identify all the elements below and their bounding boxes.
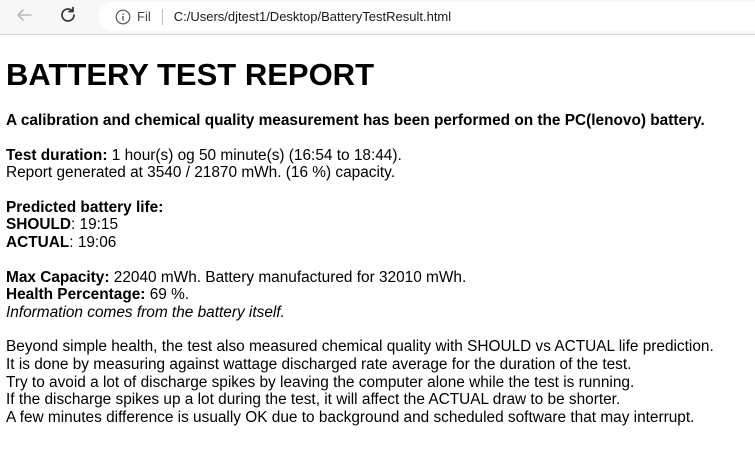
explanation-line: It is done by measuring against wattage …: [6, 355, 632, 373]
reload-icon: [58, 5, 78, 30]
max-capacity-value: 22040 mWh. Battery manufactured for 3201…: [109, 268, 467, 286]
explanation-block: Beyond simple health, the test also meas…: [6, 338, 755, 426]
explanation-line: If the discharge spikes up a lot during …: [6, 391, 621, 409]
explanation-line: Beyond simple health, the test also meas…: [6, 338, 714, 356]
should-value: : 19:15: [70, 216, 119, 234]
should-line: SHOULD: 19:15: [6, 216, 755, 234]
address-separator: [161, 8, 163, 25]
health-label: Health Percentage:: [6, 286, 146, 304]
info-icon[interactable]: [115, 9, 131, 25]
scheme-label: Fil: [137, 9, 151, 24]
max-capacity-line: Max Capacity: 22040 mWh. Battery manufac…: [6, 269, 755, 287]
duration-line: Test duration: 1 hour(s) og 50 minute(s)…: [6, 147, 755, 165]
health-line: Health Percentage: 69 %.: [6, 286, 755, 304]
browser-toolbar: Fil C:/Users/djtest1/Desktop/BatteryTest…: [0, 0, 755, 35]
should-label: SHOULD: [6, 216, 71, 234]
page-title: BATTERY TEST REPORT: [6, 57, 375, 92]
predicted-block: Predicted battery life: SHOULD: 19:15 AC…: [6, 199, 755, 252]
info-note-line: Information comes from the battery itsel…: [6, 304, 755, 322]
predicted-heading-text: Predicted battery life:: [6, 198, 164, 216]
report-subtitle: A calibration and chemical quality measu…: [6, 112, 705, 129]
address-bar[interactable]: Fil C:/Users/djtest1/Desktop/BatteryTest…: [98, 2, 755, 31]
actual-value: : 19:06: [69, 233, 117, 251]
report-content: BATTERY TEST REPORT A calibration and ch…: [0, 57, 755, 426]
actual-line: ACTUAL: 19:06: [6, 234, 755, 252]
generated-line: Report generated at 3540 / 21870 mWh. (1…: [6, 164, 395, 182]
back-button[interactable]: [12, 5, 36, 29]
explanation-line: Try to avoid a lot of discharge spikes b…: [6, 373, 635, 391]
url-text[interactable]: C:/Users/djtest1/Desktop/BatteryTestResu…: [173, 9, 452, 24]
health-value: 69 %.: [145, 286, 190, 304]
reload-button[interactable]: [56, 5, 80, 29]
duration-label: Test duration:: [6, 146, 108, 164]
max-capacity-label: Max Capacity:: [6, 268, 110, 286]
explanation-line: A few minutes difference is usually OK d…: [6, 408, 695, 426]
duration-value: 1 hour(s) og 50 minute(s) (16:54 to 18:4…: [107, 146, 402, 164]
actual-label: ACTUAL: [6, 233, 70, 251]
info-note: Information comes from the battery itsel…: [6, 303, 285, 321]
duration-block: Test duration: 1 hour(s) og 50 minute(s)…: [6, 147, 755, 182]
predicted-heading: Predicted battery life:: [6, 199, 755, 217]
back-arrow-icon: [15, 6, 33, 29]
capacity-block: Max Capacity: 22040 mWh. Battery manufac…: [6, 269, 755, 322]
